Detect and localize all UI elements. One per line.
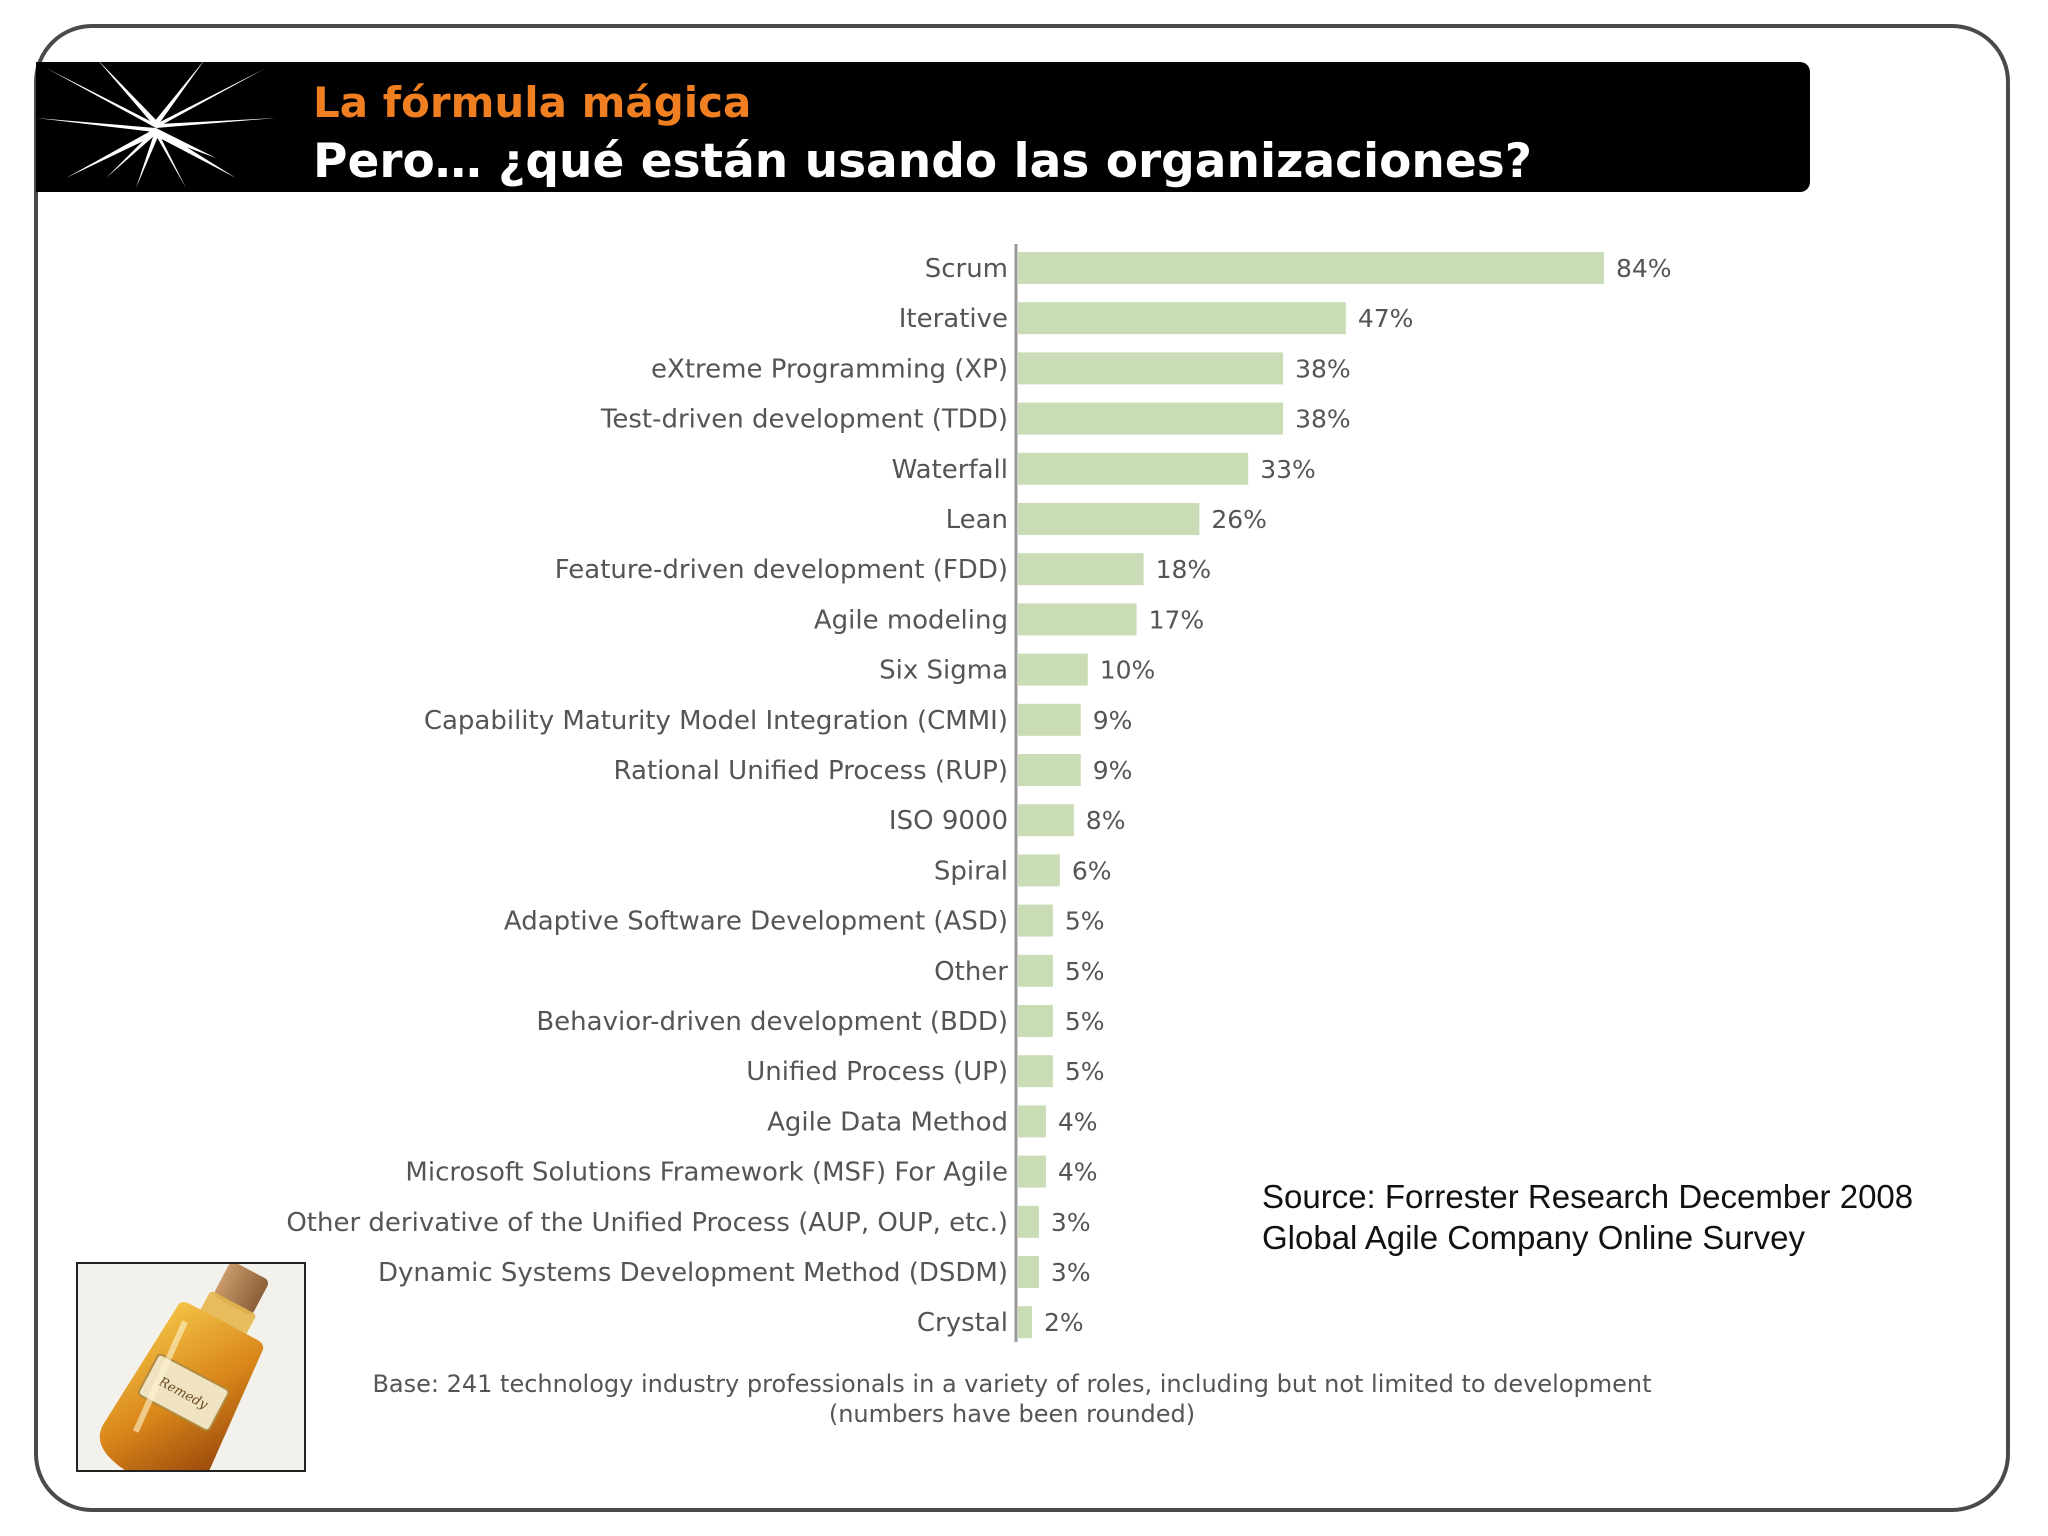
bar-11 [1018, 804, 1074, 837]
value-label-3: 38% [1295, 405, 1351, 434]
bar-7 [1018, 603, 1137, 636]
bar-14 [1018, 954, 1053, 987]
value-label-11: 8% [1086, 806, 1126, 835]
category-label-19: Other derivative of the Unified Process … [286, 1208, 1008, 1238]
base-note-line2: (numbers have been rounded) [829, 1400, 1195, 1428]
header-bar [36, 62, 1810, 192]
bar-6 [1018, 553, 1144, 586]
value-label-5: 26% [1211, 505, 1267, 534]
category-label-9: Capability Maturity Model Integration (C… [424, 706, 1008, 736]
value-label-2: 38% [1295, 354, 1351, 383]
slide-title: Pero… ¿qué están usando las organizacion… [313, 134, 1532, 189]
bar-5 [1018, 503, 1200, 535]
bar-18 [1018, 1155, 1046, 1188]
category-label-17: Agile Data Method [767, 1107, 1008, 1137]
category-label-6: Feature-driven development (FDD) [555, 555, 1008, 585]
bar-4 [1018, 452, 1249, 485]
category-label-21: Crystal [917, 1308, 1008, 1338]
value-label-18: 4% [1058, 1158, 1098, 1187]
category-label-16: Unified Process (UP) [746, 1057, 1008, 1087]
bars-group: Scrum 84% Iterative 47% eXtreme Programming … [286, 252, 1672, 1339]
value-label-0: 84% [1616, 254, 1672, 283]
value-label-13: 5% [1065, 907, 1105, 936]
bar-8 [1018, 653, 1088, 686]
bar-9 [1018, 703, 1081, 736]
category-label-2: eXtreme Programming (XP) [651, 354, 1008, 384]
bar-15 [1018, 1005, 1053, 1037]
category-label-18: Microsoft Solutions Framework (MSF) For … [405, 1158, 1008, 1188]
bar-0 [1018, 252, 1604, 284]
bar-19 [1018, 1205, 1039, 1238]
starburst-icon [36, 58, 276, 188]
bar-3 [1018, 402, 1284, 435]
value-label-7: 17% [1149, 605, 1205, 634]
value-label-14: 5% [1065, 957, 1105, 986]
category-label-11: ISO 9000 [889, 806, 1008, 836]
value-label-12: 6% [1072, 856, 1112, 885]
category-label-14: Other [934, 957, 1008, 987]
category-label-7: Agile modeling [814, 605, 1008, 635]
potion-bottle-image: Remedy [76, 1262, 306, 1472]
value-label-21: 2% [1044, 1308, 1084, 1337]
bar-1 [1018, 302, 1346, 335]
bar-13 [1018, 904, 1053, 937]
bottle-illustration: Remedy [78, 1264, 304, 1470]
value-label-9: 9% [1093, 706, 1133, 735]
category-label-12: Spiral [934, 856, 1008, 886]
bar-21 [1018, 1306, 1032, 1339]
bar-20 [1018, 1256, 1039, 1288]
value-label-15: 5% [1065, 1007, 1105, 1036]
base-note-line1: Base: 241 technology industry profession… [372, 1370, 1651, 1398]
value-label-19: 3% [1051, 1208, 1091, 1237]
category-label-8: Six Sigma [879, 656, 1008, 686]
bar-10 [1018, 754, 1081, 786]
value-label-1: 47% [1358, 304, 1414, 333]
category-label-13: Adaptive Software Development (ASD) [504, 907, 1008, 937]
value-label-16: 5% [1065, 1057, 1105, 1086]
bar-16 [1018, 1055, 1053, 1088]
value-label-10: 9% [1093, 756, 1133, 785]
value-label-4: 33% [1260, 455, 1316, 484]
value-label-8: 10% [1100, 656, 1156, 685]
category-label-1: Iterative [899, 304, 1008, 334]
source-note: Source: Forrester Research December 2008… [1262, 1176, 1982, 1258]
category-label-0: Scrum [925, 254, 1008, 284]
slide-subtitle: La fórmula mágica [313, 78, 752, 127]
category-label-4: Waterfall [892, 455, 1008, 485]
category-label-3: Test-driven development (TDD) [600, 405, 1008, 435]
value-label-17: 4% [1058, 1107, 1098, 1136]
category-label-20: Dynamic Systems Development Method (DSDM… [378, 1258, 1008, 1288]
bar-12 [1018, 854, 1060, 887]
bar-2 [1018, 352, 1284, 385]
category-label-10: Rational Unified Process (RUP) [614, 756, 1008, 786]
category-label-5: Lean [946, 505, 1008, 535]
bar-17 [1018, 1105, 1046, 1138]
category-label-15: Behavior-driven development (BDD) [536, 1007, 1008, 1037]
source-line2: Global Agile Company Online Survey [1262, 1219, 1805, 1256]
value-label-20: 3% [1051, 1258, 1091, 1287]
source-line1: Source: Forrester Research December 2008 [1262, 1178, 1914, 1215]
value-label-6: 18% [1156, 555, 1212, 584]
